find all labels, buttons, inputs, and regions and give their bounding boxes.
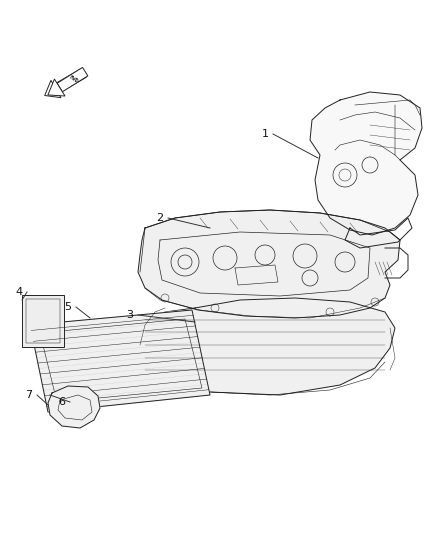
Text: 4: 4 [15,287,23,297]
Polygon shape [48,386,100,428]
Polygon shape [53,69,86,93]
Polygon shape [132,298,395,395]
Text: 2: 2 [156,213,163,223]
Polygon shape [138,210,400,318]
Text: 7: 7 [25,390,32,400]
Text: 3: 3 [127,310,134,320]
Text: 1: 1 [261,129,268,139]
Polygon shape [48,79,65,96]
Text: 5: 5 [64,302,71,312]
Text: FWD: FWD [65,78,76,83]
FancyBboxPatch shape [22,295,64,347]
Polygon shape [57,67,88,92]
Polygon shape [310,92,422,235]
Text: 6: 6 [59,397,66,407]
Polygon shape [30,310,210,412]
Text: FWD: FWD [68,75,79,84]
Polygon shape [45,80,61,98]
